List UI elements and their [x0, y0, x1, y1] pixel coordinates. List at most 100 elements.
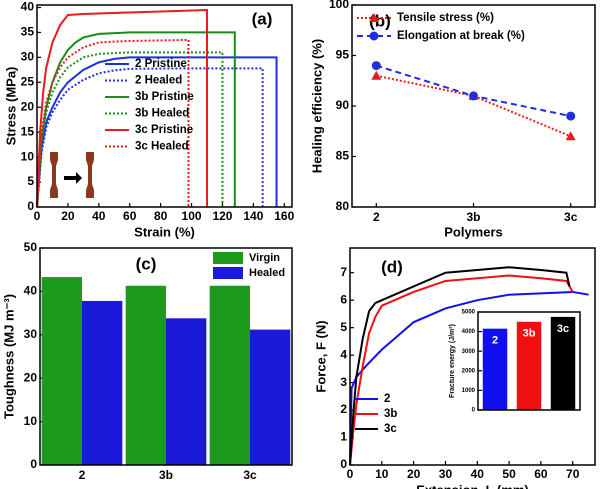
legend-label: 3b	[384, 408, 397, 420]
bar	[82, 300, 123, 465]
y-tick-label: 7	[340, 265, 347, 279]
panel-label: (a)	[252, 9, 273, 28]
y-tick-label: 10	[24, 414, 38, 428]
x-tick-label: 3c	[564, 210, 578, 224]
specimen-photo	[50, 152, 94, 198]
series-line	[376, 64, 571, 118]
x-tick-label: 10	[375, 467, 389, 481]
y-tick-label: 40	[21, 0, 35, 14]
bar	[125, 285, 166, 465]
bar	[166, 318, 207, 465]
y-tick-label: 95	[336, 48, 350, 62]
y-tick-label: 25	[21, 74, 35, 88]
legend-label: 3b Healed	[135, 108, 189, 120]
y-tick-label: 0	[30, 457, 37, 471]
legend-label: 3b Pristine	[135, 91, 194, 103]
x-tick-label: 40	[92, 209, 106, 223]
y-axis-label: Healing efficiency (%)	[309, 39, 324, 173]
x-tick-label: 120	[212, 209, 232, 223]
y-axis-label: Fracture energy (J/m²)	[449, 324, 456, 398]
bar	[516, 321, 542, 410]
x-tick-label: 60	[123, 209, 137, 223]
y-tick-label: 15	[21, 124, 35, 138]
bar-label: 3c	[557, 323, 569, 335]
y-tick-label: 2	[340, 402, 347, 416]
bar-label: 2	[492, 335, 498, 347]
y-tick-label: 85	[336, 149, 350, 163]
y-tick-label: 5	[340, 320, 347, 334]
y-tick-label: 6	[340, 292, 347, 306]
marker	[371, 61, 381, 71]
x-axis-label: Polymers	[444, 224, 503, 239]
y-axis-label: Force, F (N)	[313, 320, 328, 392]
legend-label: 2 Healed	[135, 75, 182, 87]
y-tick-label: 35	[21, 25, 35, 39]
plot-frame	[351, 4, 596, 208]
series-line	[36, 56, 278, 208]
y-tick-label: 5000	[462, 310, 476, 316]
y-tick-label: 0	[472, 408, 476, 414]
y-tick-label: 100	[329, 0, 349, 11]
series-line	[349, 266, 571, 466]
plot-frame	[36, 4, 293, 208]
y-tick-label: 0	[27, 199, 34, 213]
y-tick-label: 20	[21, 99, 35, 113]
y-tick-label: 5	[27, 174, 34, 188]
legend-label: Elongation at break (%)	[397, 30, 525, 42]
x-tick-label: 0	[34, 209, 41, 223]
y-axis-label: Stress (MPa)	[3, 67, 18, 146]
legend-label: 3c	[384, 423, 397, 435]
legend-marker	[369, 31, 379, 41]
y-axis-label: Toughness (MJ m⁻³)	[1, 294, 16, 419]
plot-frame	[39, 247, 293, 466]
x-tick-label: 100	[182, 209, 202, 223]
bar	[550, 316, 576, 410]
x-tick-label: 70	[566, 467, 580, 481]
y-tick-label: 30	[21, 50, 35, 64]
legend-label: Virgin	[249, 252, 280, 264]
legend-label: 3c Pristine	[135, 124, 193, 136]
y-tick-label: 3000	[462, 349, 476, 355]
y-tick-label: 20	[24, 370, 38, 384]
marker	[469, 91, 478, 101]
legend-label: 3c Healed	[135, 141, 189, 153]
bar	[250, 329, 291, 465]
y-tick-label: 40	[24, 284, 38, 298]
panel-label: (c)	[136, 254, 157, 273]
y-tick-label: 2000	[462, 368, 476, 374]
legend-swatch	[213, 252, 243, 264]
x-axis-label: Strain (%)	[134, 224, 195, 239]
x-tick-label: 3b	[159, 468, 173, 482]
y-tick-label: 4000	[462, 329, 476, 335]
x-tick-label: 160	[274, 209, 294, 223]
series-line	[36, 67, 264, 208]
bar	[482, 328, 508, 410]
marker	[566, 111, 576, 121]
plot-frame	[349, 247, 596, 466]
x-tick-label: 0	[347, 467, 354, 481]
marker	[565, 131, 576, 141]
y-tick-label: 30	[24, 327, 38, 341]
y-tick-label: 50	[24, 240, 38, 254]
x-tick-label: 40	[471, 467, 485, 481]
x-tick-label: 3b	[466, 210, 480, 224]
x-tick-label: 2	[373, 210, 380, 224]
panel-label: (d)	[381, 257, 403, 276]
bar-label: 3b	[523, 328, 536, 340]
legend-label: 2	[384, 393, 390, 405]
y-tick-label: 1000	[462, 388, 476, 394]
bar	[41, 277, 82, 465]
legend-label: Healed	[249, 267, 285, 279]
x-tick-label: 20	[61, 209, 75, 223]
legend-label: 2 Pristine	[135, 58, 187, 70]
legend-marker	[369, 13, 379, 22]
x-axis-label: Extension, L (mm)	[416, 482, 528, 489]
bar	[209, 285, 250, 465]
y-tick-label: 90	[336, 98, 350, 112]
x-tick-label: 80	[154, 209, 168, 223]
x-tick-label: 3c	[243, 468, 257, 482]
y-tick-label: 4	[340, 347, 347, 361]
plot-frame	[477, 311, 581, 411]
series-line	[36, 8, 208, 208]
